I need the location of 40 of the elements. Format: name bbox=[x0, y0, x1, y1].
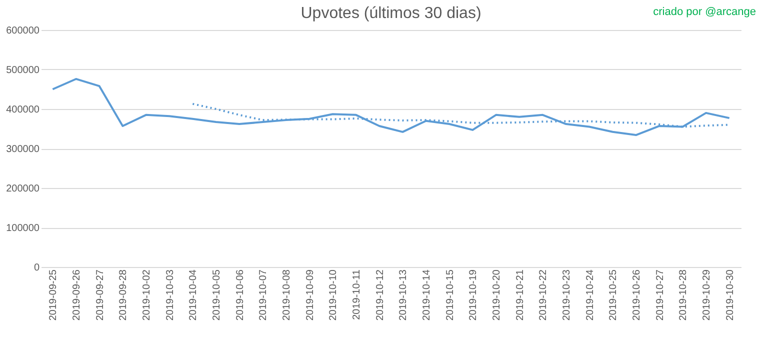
x-tick-label: 2019-10-02 bbox=[142, 269, 152, 321]
chart-title: Upvotes (últimos 30 dias) bbox=[300, 5, 482, 22]
x-tick-label: 2019-10-07 bbox=[258, 269, 270, 321]
x-tick-label: 2019-09-26 bbox=[72, 269, 82, 321]
x-tick-label: 2019-10-27 bbox=[654, 269, 666, 321]
x-tick-label: 2019-10-08 bbox=[282, 269, 292, 321]
y-tick-label: 400000 bbox=[6, 104, 40, 116]
y-tick-label: 300000 bbox=[6, 144, 40, 155]
y-tick-label: 200000 bbox=[6, 184, 40, 194]
x-tick-label: 2019-10-11 bbox=[352, 269, 362, 320]
x-tick-label: 2019-10-21 bbox=[514, 269, 526, 321]
x-tick-label: 2019-09-27 bbox=[94, 269, 106, 321]
y-tick-label: 100000 bbox=[6, 223, 40, 234]
x-tick-label: 2019-10-29 bbox=[702, 269, 712, 321]
x-tick-label: 2019-10-10 bbox=[328, 269, 340, 321]
x-tick-label: 2019-10-06 bbox=[234, 269, 246, 321]
x-tick-label: 2019-10-30 bbox=[724, 269, 736, 321]
x-tick-label: 2019-10-13 bbox=[398, 269, 410, 321]
x-tick-label: 2019-09-28 bbox=[118, 269, 130, 321]
x-tick-label: 2019-10-05 bbox=[212, 269, 222, 321]
x-tick-label: 2019-10-28 bbox=[678, 269, 690, 321]
x-tick-label: 2019-10-26 bbox=[632, 269, 642, 321]
line-series bbox=[52, 78, 730, 136]
x-tick-label: 2019-10-03 bbox=[164, 269, 176, 321]
x-tick-label: 2019-10-04 bbox=[188, 269, 200, 321]
y-tick-label: 500000 bbox=[6, 65, 40, 76]
x-tick-label: 2019-10-23 bbox=[562, 269, 572, 321]
x-tick-label: 2019-10-14 bbox=[422, 269, 432, 321]
x-tick-label: 2019-09-25 bbox=[48, 269, 60, 321]
x-tick-label: 2019-10-22 bbox=[538, 269, 550, 321]
x-tick-label: 2019-10-12 bbox=[374, 269, 386, 321]
y-tick-label: 0 bbox=[34, 262, 40, 274]
x-tick-label: 2019-10-09 bbox=[304, 269, 316, 321]
x-tick-label: 2019-10-24 bbox=[584, 269, 596, 321]
y-tick-label: 600000 bbox=[6, 26, 40, 36]
x-tick-label: 2019-10-20 bbox=[492, 269, 502, 321]
x-tick-label: 2019-10-19 bbox=[468, 269, 480, 321]
text: criado por @arcange bbox=[653, 6, 756, 18]
x-tick-label: 2019-10-25 bbox=[608, 269, 620, 321]
x-tick-label: 2019-10-15 bbox=[444, 269, 456, 321]
